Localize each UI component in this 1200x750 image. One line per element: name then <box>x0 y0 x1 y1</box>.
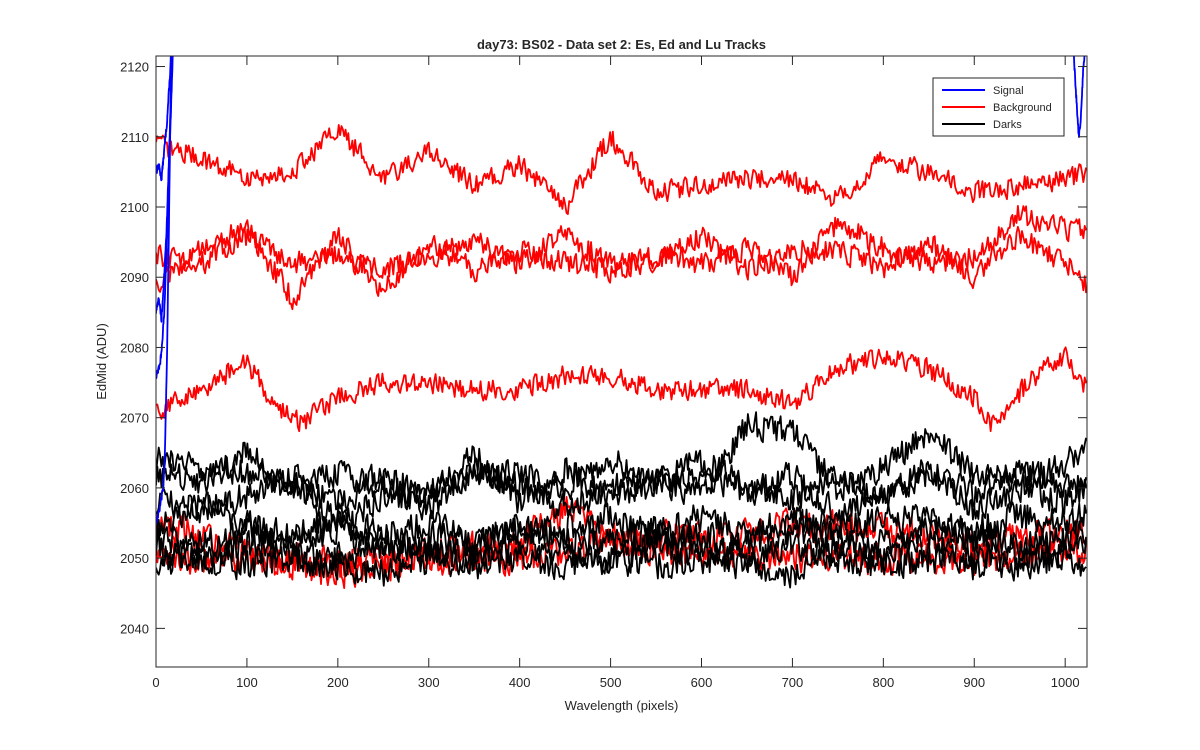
x-tick-label: 300 <box>418 675 440 690</box>
y-tick-label: 2070 <box>120 411 149 426</box>
series-line-darks <box>156 491 1087 558</box>
series-layer <box>156 56 1087 589</box>
series-line-darks <box>156 441 1087 528</box>
y-axis-label: EdMid (ADU) <box>94 323 109 400</box>
x-tick-label: 600 <box>691 675 713 690</box>
y-tick-label: 2120 <box>120 60 149 75</box>
x-axis-label: Wavelength (pixels) <box>565 698 679 713</box>
y-tick-label: 2090 <box>120 270 149 285</box>
axes-background <box>156 56 1087 667</box>
y-tick-label: 2040 <box>120 621 149 636</box>
series-line-darks <box>156 445 1087 532</box>
x-tick-label: 200 <box>327 675 349 690</box>
x-axis: 0 100 200 300 400 500 600 700 800 900 1000 <box>152 56 1080 690</box>
legend-label-signal: Signal <box>993 85 1024 97</box>
legend-label-darks: Darks <box>993 119 1022 131</box>
series-line-background <box>156 124 1087 216</box>
legend-label-background: Background <box>993 102 1052 114</box>
y-tick-label: 2110 <box>121 130 149 145</box>
axes-frame <box>155 55 1088 668</box>
x-tick-label: 900 <box>963 675 985 690</box>
series-line-signal <box>1072 56 1086 138</box>
series-line-darks <box>156 541 1087 589</box>
x-tick-label: 500 <box>600 675 622 690</box>
y-tick-label: 2080 <box>120 340 149 355</box>
y-tick-label: 2100 <box>120 200 149 215</box>
series-line-background <box>156 219 1087 311</box>
legend: Signal Background Darks <box>932 77 1065 137</box>
x-tick-label: 400 <box>509 675 531 690</box>
y-axis: 2040 2050 2060 2070 2080 2090 2100 2110 2120 <box>120 60 1087 636</box>
y-tick-label: 2050 <box>120 551 149 566</box>
chart-title: day73: BS02 - Data set 2: Es, Ed and Lu … <box>477 37 766 52</box>
x-tick-label: 700 <box>782 675 804 690</box>
series-line-signal <box>156 56 173 525</box>
series-line-background <box>156 204 1087 287</box>
x-tick-label: 1000 <box>1051 675 1080 690</box>
x-tick-label: 800 <box>872 675 894 690</box>
series-line-signal <box>156 56 172 182</box>
x-tick-label: 100 <box>236 675 258 690</box>
series-line-background <box>156 346 1087 433</box>
y-tick-label: 2060 <box>120 481 149 496</box>
x-tick-label: 0 <box>152 675 159 690</box>
